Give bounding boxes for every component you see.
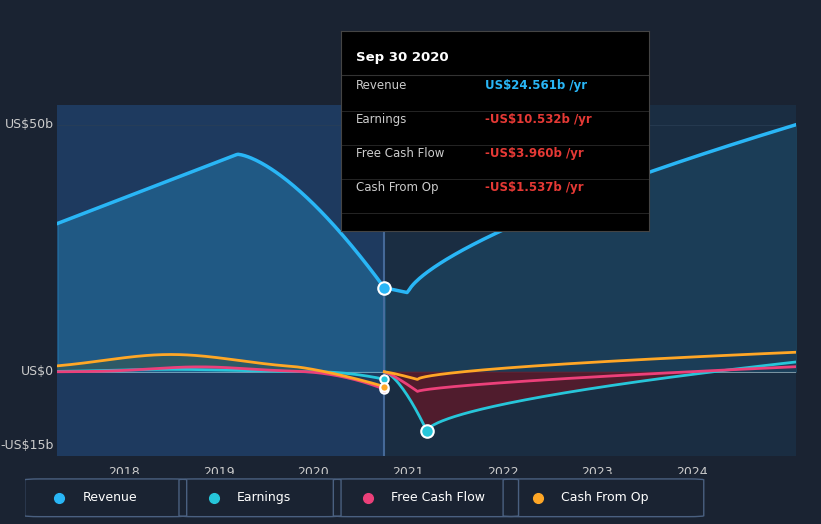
Text: Free Cash Flow: Free Cash Flow (356, 147, 444, 160)
Text: Cash From Op: Cash From Op (356, 181, 438, 194)
Text: Cash From Op: Cash From Op (561, 492, 649, 504)
Text: -US$10.532b /yr: -US$10.532b /yr (485, 113, 592, 126)
Text: -US$15b: -US$15b (0, 440, 54, 453)
Text: US$0: US$0 (21, 365, 54, 378)
Text: Earnings: Earnings (356, 113, 407, 126)
Bar (57, 105, 384, 456)
Text: Free Cash Flow: Free Cash Flow (392, 492, 485, 504)
Text: Revenue: Revenue (82, 492, 137, 504)
Text: Analysts Forecasts: Analysts Forecasts (388, 84, 517, 98)
Text: Earnings: Earnings (237, 492, 291, 504)
Text: -US$3.960b /yr: -US$3.960b /yr (485, 147, 585, 160)
Text: US$50b: US$50b (5, 118, 54, 131)
Text: US$24.561b /yr: US$24.561b /yr (485, 79, 588, 92)
Text: Sep 30 2020: Sep 30 2020 (356, 51, 449, 64)
Text: -US$1.537b /yr: -US$1.537b /yr (485, 181, 584, 194)
Text: Revenue: Revenue (356, 79, 407, 92)
Text: Past: Past (351, 84, 381, 98)
Bar (384, 105, 796, 456)
